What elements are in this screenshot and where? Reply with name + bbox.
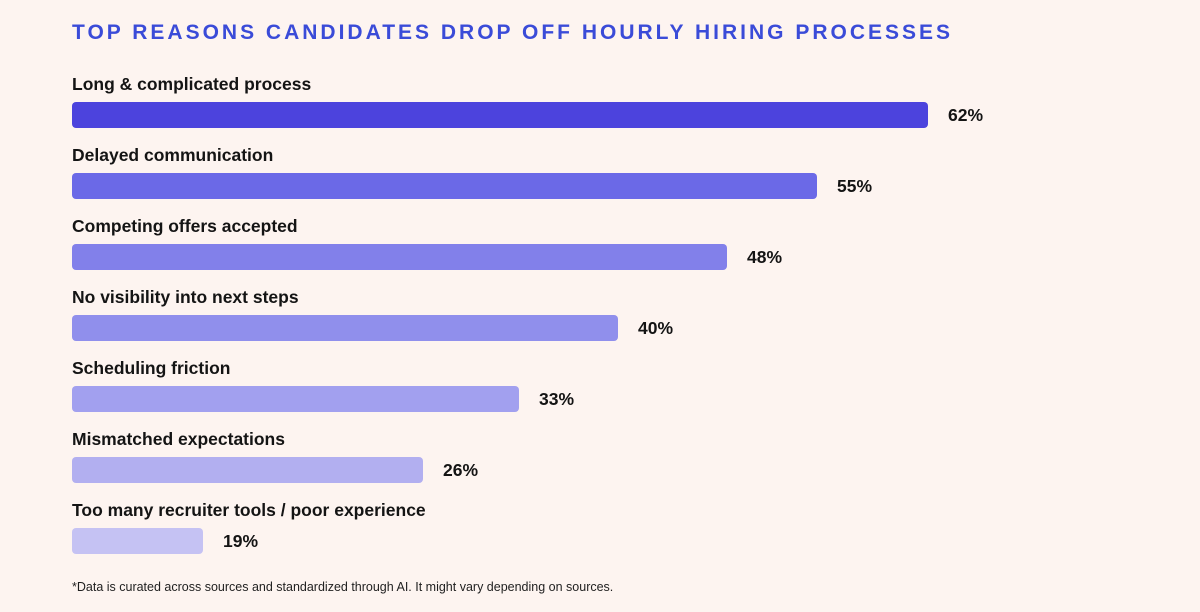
- category-label: Scheduling friction: [72, 358, 231, 378]
- value-label: 33%: [539, 388, 575, 409]
- chart-title: TOP REASONS CANDIDATES DROP OFF HOURLY H…: [72, 21, 954, 44]
- bar-line: 55%: [72, 173, 1200, 199]
- category-label: Delayed communication: [72, 145, 274, 165]
- bar-row: Delayed communication 55%: [72, 146, 1200, 199]
- category-label: Too many recruiter tools / poor experien…: [72, 500, 426, 520]
- bar: [72, 102, 928, 128]
- category-label: No visibility into next steps: [72, 287, 299, 307]
- bar-row: Scheduling friction 33%: [72, 359, 1200, 412]
- category-label: Competing offers accepted: [72, 216, 298, 236]
- value-label: 62%: [948, 104, 984, 125]
- bar-line: 26%: [72, 457, 1200, 483]
- bar: [72, 315, 618, 341]
- bar: [72, 173, 817, 199]
- value-label: 40%: [638, 317, 674, 338]
- bar-line: 33%: [72, 386, 1200, 412]
- bar-row: Too many recruiter tools / poor experien…: [72, 501, 1200, 554]
- value-label: 55%: [837, 175, 873, 196]
- bar-row: No visibility into next steps 40%: [72, 288, 1200, 341]
- bar-row: Mismatched expectations 26%: [72, 430, 1200, 483]
- footnote-text: *Data is curated across sources and stan…: [72, 580, 614, 594]
- bar-line: 19%: [72, 528, 1200, 554]
- value-label: 19%: [223, 530, 259, 551]
- bar-line: 62%: [72, 102, 1200, 128]
- bar-line: 40%: [72, 315, 1200, 341]
- bar-row: Competing offers accepted 48%: [72, 217, 1200, 270]
- bar: [72, 457, 423, 483]
- value-label: 26%: [443, 459, 479, 480]
- bar: [72, 386, 519, 412]
- value-label: 48%: [747, 246, 783, 267]
- category-label: Long & complicated process: [72, 74, 312, 94]
- bar-line: 48%: [72, 244, 1200, 270]
- bar: [72, 244, 727, 270]
- category-label: Mismatched expectations: [72, 429, 285, 449]
- bar-row: Long & complicated process 62%: [72, 75, 1200, 128]
- bar-chart: Long & complicated process 62% Delayed com…: [72, 75, 1200, 554]
- bar: [72, 528, 203, 554]
